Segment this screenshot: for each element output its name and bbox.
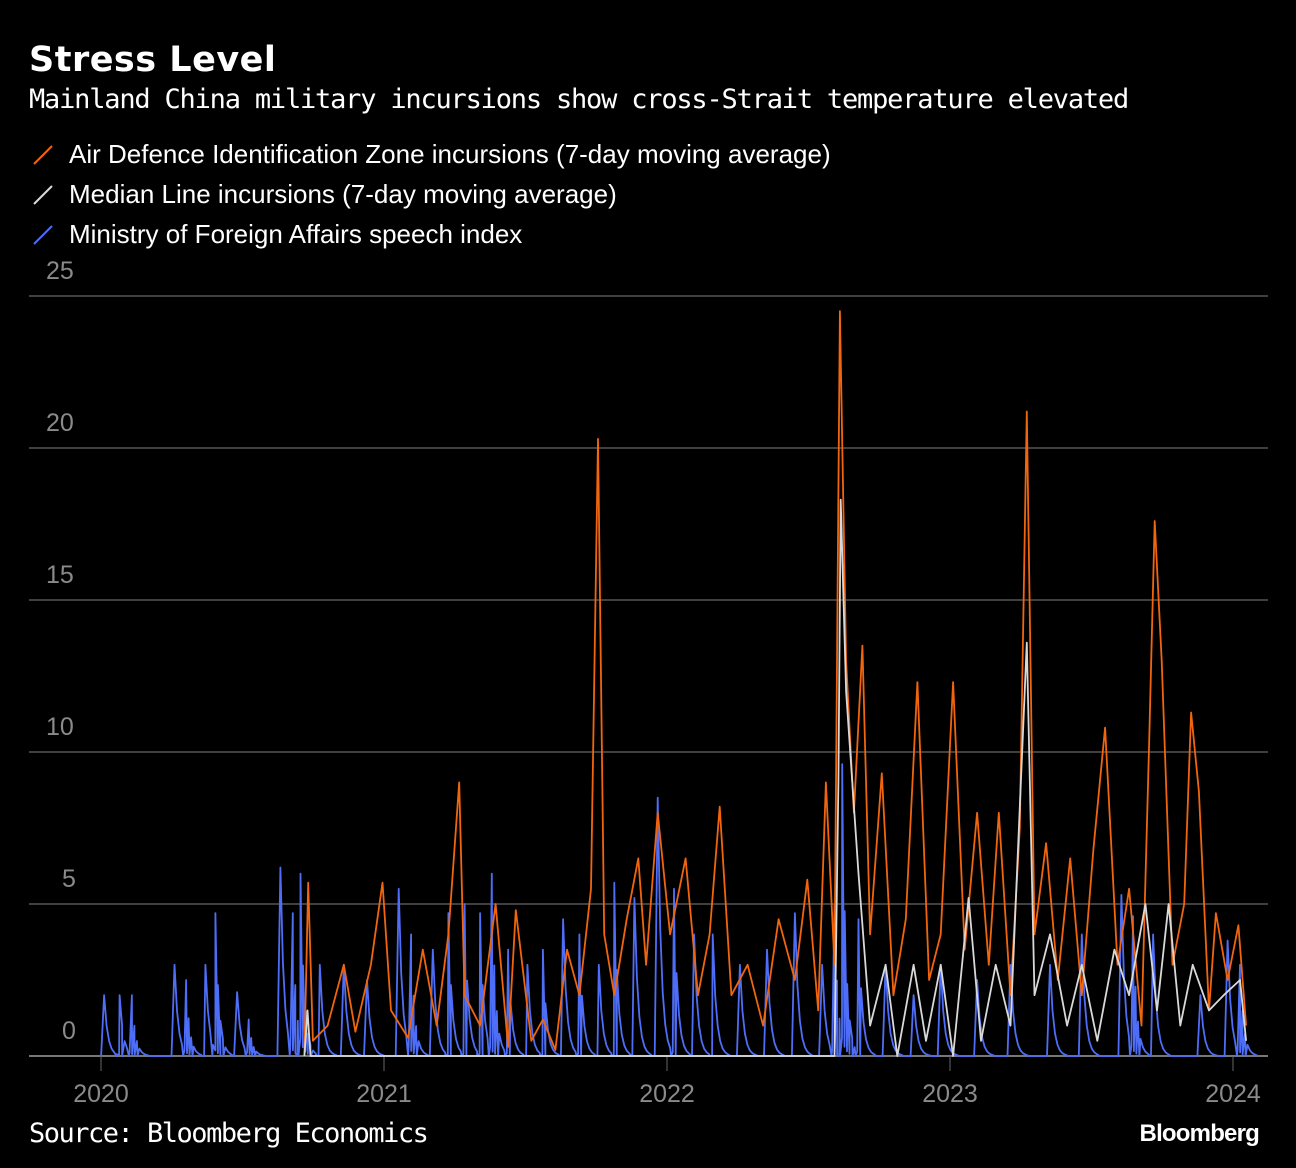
chart-title: Stress Level xyxy=(29,40,277,80)
legend-swatch-mofa xyxy=(33,225,53,245)
series-line-mofa-speech-index xyxy=(100,763,1259,1057)
legend-swatch-median-line xyxy=(33,185,53,205)
series-line-adiz xyxy=(303,310,1247,1057)
legend-item-mofa: Ministry of Foreign Affairs speech index xyxy=(32,214,831,254)
y-tick-label: 15 xyxy=(46,561,74,589)
y-tick-label: 20 xyxy=(46,409,74,437)
x-tick-label: 2020 xyxy=(73,1080,129,1108)
y-tick-label: 10 xyxy=(46,713,74,741)
legend-item-median-line: Median Line incursions (7-day moving ave… xyxy=(32,174,831,214)
x-tick-label: 2022 xyxy=(639,1080,695,1108)
legend: Air Defence Identification Zone incursio… xyxy=(32,134,831,254)
legend-item-adiz: Air Defence Identification Zone incursio… xyxy=(32,134,831,174)
legend-label-adiz: Air Defence Identification Zone incursio… xyxy=(69,138,831,169)
legend-swatch-adiz xyxy=(33,145,53,165)
bloomberg-logo: Bloomberg xyxy=(1139,1120,1260,1147)
x-tick-label: 2021 xyxy=(356,1080,412,1108)
legend-label-median-line: Median Line incursions (7-day moving ave… xyxy=(69,178,617,209)
y-tick-label: 5 xyxy=(62,865,76,893)
x-tick-label: 2024 xyxy=(1205,1080,1261,1108)
y-tick-label: 0 xyxy=(62,1017,76,1045)
x-tick-label: 2023 xyxy=(922,1080,978,1108)
y-tick-label: 25 xyxy=(46,257,74,285)
legend-label-mofa: Ministry of Foreign Affairs speech index xyxy=(69,218,523,249)
chart-subtitle: Mainland China military incursions show … xyxy=(29,84,1129,115)
series-line-median-line xyxy=(303,498,1247,1057)
source-note: Source: Bloomberg Economics xyxy=(29,1118,429,1149)
